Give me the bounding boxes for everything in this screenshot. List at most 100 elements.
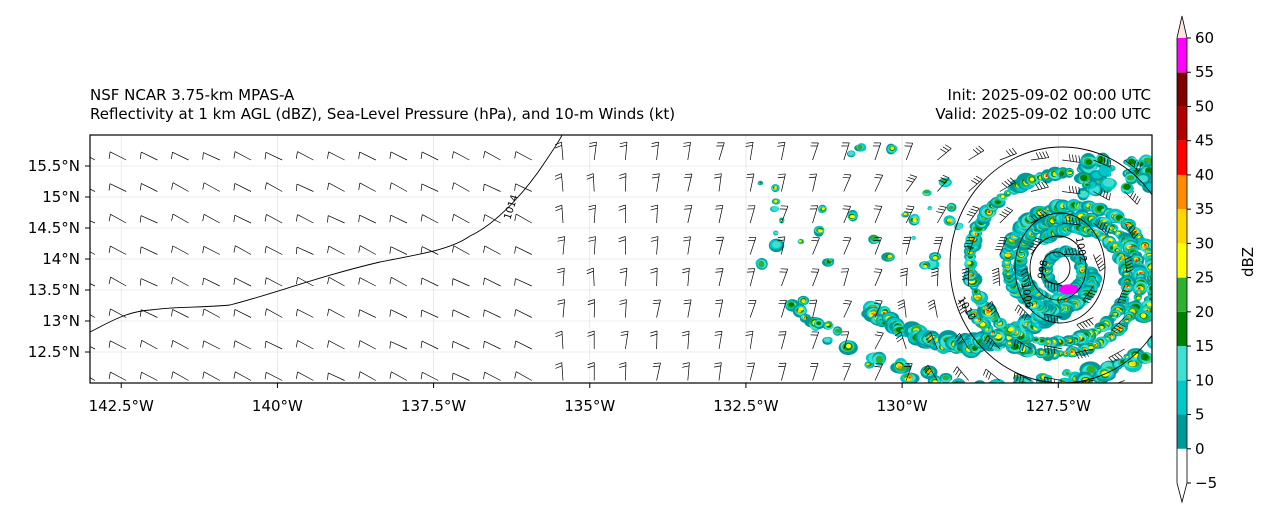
- wind-barb: [651, 141, 659, 161]
- wind-barb: [874, 362, 884, 381]
- wind-barb: [233, 340, 252, 350]
- lat-tick-label: 13°N: [42, 312, 80, 330]
- wind-barb: [514, 278, 532, 287]
- reflectivity-cell: [755, 258, 768, 270]
- wind-barb: [618, 204, 626, 224]
- wind-barb: [619, 173, 627, 192]
- wind-barb: [966, 205, 980, 224]
- wind-barb: [171, 151, 189, 161]
- reflectivity-cell: [818, 204, 827, 214]
- wind-barb: [358, 371, 376, 381]
- wind-barb: [358, 151, 376, 161]
- wind-barb: [139, 215, 158, 224]
- wind-barb: [619, 299, 627, 318]
- isobar-1006: [1014, 212, 1106, 324]
- wind-barb: [1062, 154, 1081, 163]
- wind-barb: [264, 152, 283, 161]
- wind-barb: [171, 245, 189, 255]
- wind-barb: [842, 362, 851, 381]
- model-title: NSF NCAR 3.75-km MPAS-A: [90, 86, 295, 104]
- wind-barb: [327, 308, 345, 318]
- colorbar-label: dBZ: [1239, 247, 1257, 277]
- wind-barb: [233, 214, 252, 224]
- wind-barb: [1124, 222, 1139, 239]
- wind-barb: [108, 213, 127, 224]
- wind-barb: [1030, 151, 1050, 161]
- wind-barb: [420, 183, 439, 192]
- reflectivity-cell: [989, 196, 1006, 209]
- wind-barb: [108, 183, 127, 192]
- wind-barb: [514, 340, 532, 350]
- wind-barb: [264, 372, 283, 381]
- wind-barb: [233, 277, 252, 287]
- wind-barb: [171, 182, 189, 192]
- wind-barb: [108, 340, 127, 350]
- wind-barb: [90, 220, 96, 224]
- wind-barb: [389, 214, 408, 224]
- wind-barb: [983, 368, 1001, 381]
- wind-barb: [651, 173, 660, 192]
- wind-barb: [808, 173, 817, 192]
- reflectivity-cell: [769, 205, 780, 213]
- reflectivity-cell: [854, 143, 867, 152]
- wind-barb: [264, 245, 283, 255]
- colorbar-tick-label: 50: [1195, 97, 1214, 115]
- reflectivity-cell: [922, 189, 932, 197]
- wind-barb: [747, 205, 756, 224]
- reflectivity-cell: [1061, 368, 1072, 377]
- wind-barb: [451, 182, 470, 192]
- wind-barb: [992, 267, 1001, 287]
- wind-barb: [874, 331, 884, 350]
- wind-barb: [842, 236, 852, 255]
- wind-barb: [873, 236, 882, 255]
- wind-barb: [684, 173, 693, 192]
- wind-barb: [748, 300, 757, 318]
- wind-barb: [873, 205, 883, 224]
- wind-barb: [514, 213, 532, 224]
- wind-barb: [1044, 376, 1063, 383]
- wind-barb: [420, 277, 439, 287]
- reflectivity-cell: [1136, 173, 1152, 184]
- colorbar-segment: [1177, 106, 1187, 141]
- wind-barb: [937, 144, 952, 161]
- valid-time: Valid: 2025-09-02 10:00 UTC: [935, 105, 1151, 123]
- wind-barb: [264, 277, 283, 287]
- reflectivity-cell: [1155, 328, 1167, 338]
- reflectivity-cell: [901, 211, 910, 218]
- wind-barb: [652, 362, 661, 381]
- wind-barb: [619, 267, 628, 287]
- wind-barb: [897, 299, 907, 318]
- reflectivity-cell: [1062, 350, 1071, 358]
- wind-barb: [420, 214, 439, 224]
- wind-barb: [714, 330, 723, 350]
- wind-barb: [451, 278, 470, 287]
- reflectivity-cell: [1064, 167, 1075, 178]
- wind-barb: [1093, 156, 1111, 168]
- wind-barb: [778, 299, 787, 318]
- reflectivity-cell: [927, 205, 933, 211]
- isobar-label: 1006: [1019, 282, 1034, 309]
- wind-barb: [451, 245, 470, 255]
- wind-barb: [483, 183, 501, 192]
- wind-barb: [420, 340, 439, 350]
- colorbar-tick-label: 10: [1195, 371, 1214, 389]
- wind-barb: [389, 246, 408, 255]
- wind-barb: [139, 309, 158, 318]
- wind-barb: [683, 236, 691, 255]
- wind-barb: [327, 215, 345, 224]
- wind-barb: [358, 245, 376, 255]
- wind-barb: [327, 276, 345, 287]
- wind-barb: [779, 268, 789, 287]
- reflectivity-cell: [919, 261, 931, 270]
- lat-tick-label: 14.5°N: [28, 219, 80, 237]
- reflectivity-cell: [881, 252, 895, 262]
- reflectivity-cell: [908, 213, 920, 226]
- wind-barb: [747, 237, 757, 255]
- wind-barb: [1044, 345, 1063, 355]
- wind-barb: [90, 251, 96, 255]
- wind-barb: [713, 362, 722, 381]
- reflectivity-cell: [928, 252, 942, 262]
- wind-barb: [358, 309, 376, 318]
- wind-barb: [90, 314, 96, 318]
